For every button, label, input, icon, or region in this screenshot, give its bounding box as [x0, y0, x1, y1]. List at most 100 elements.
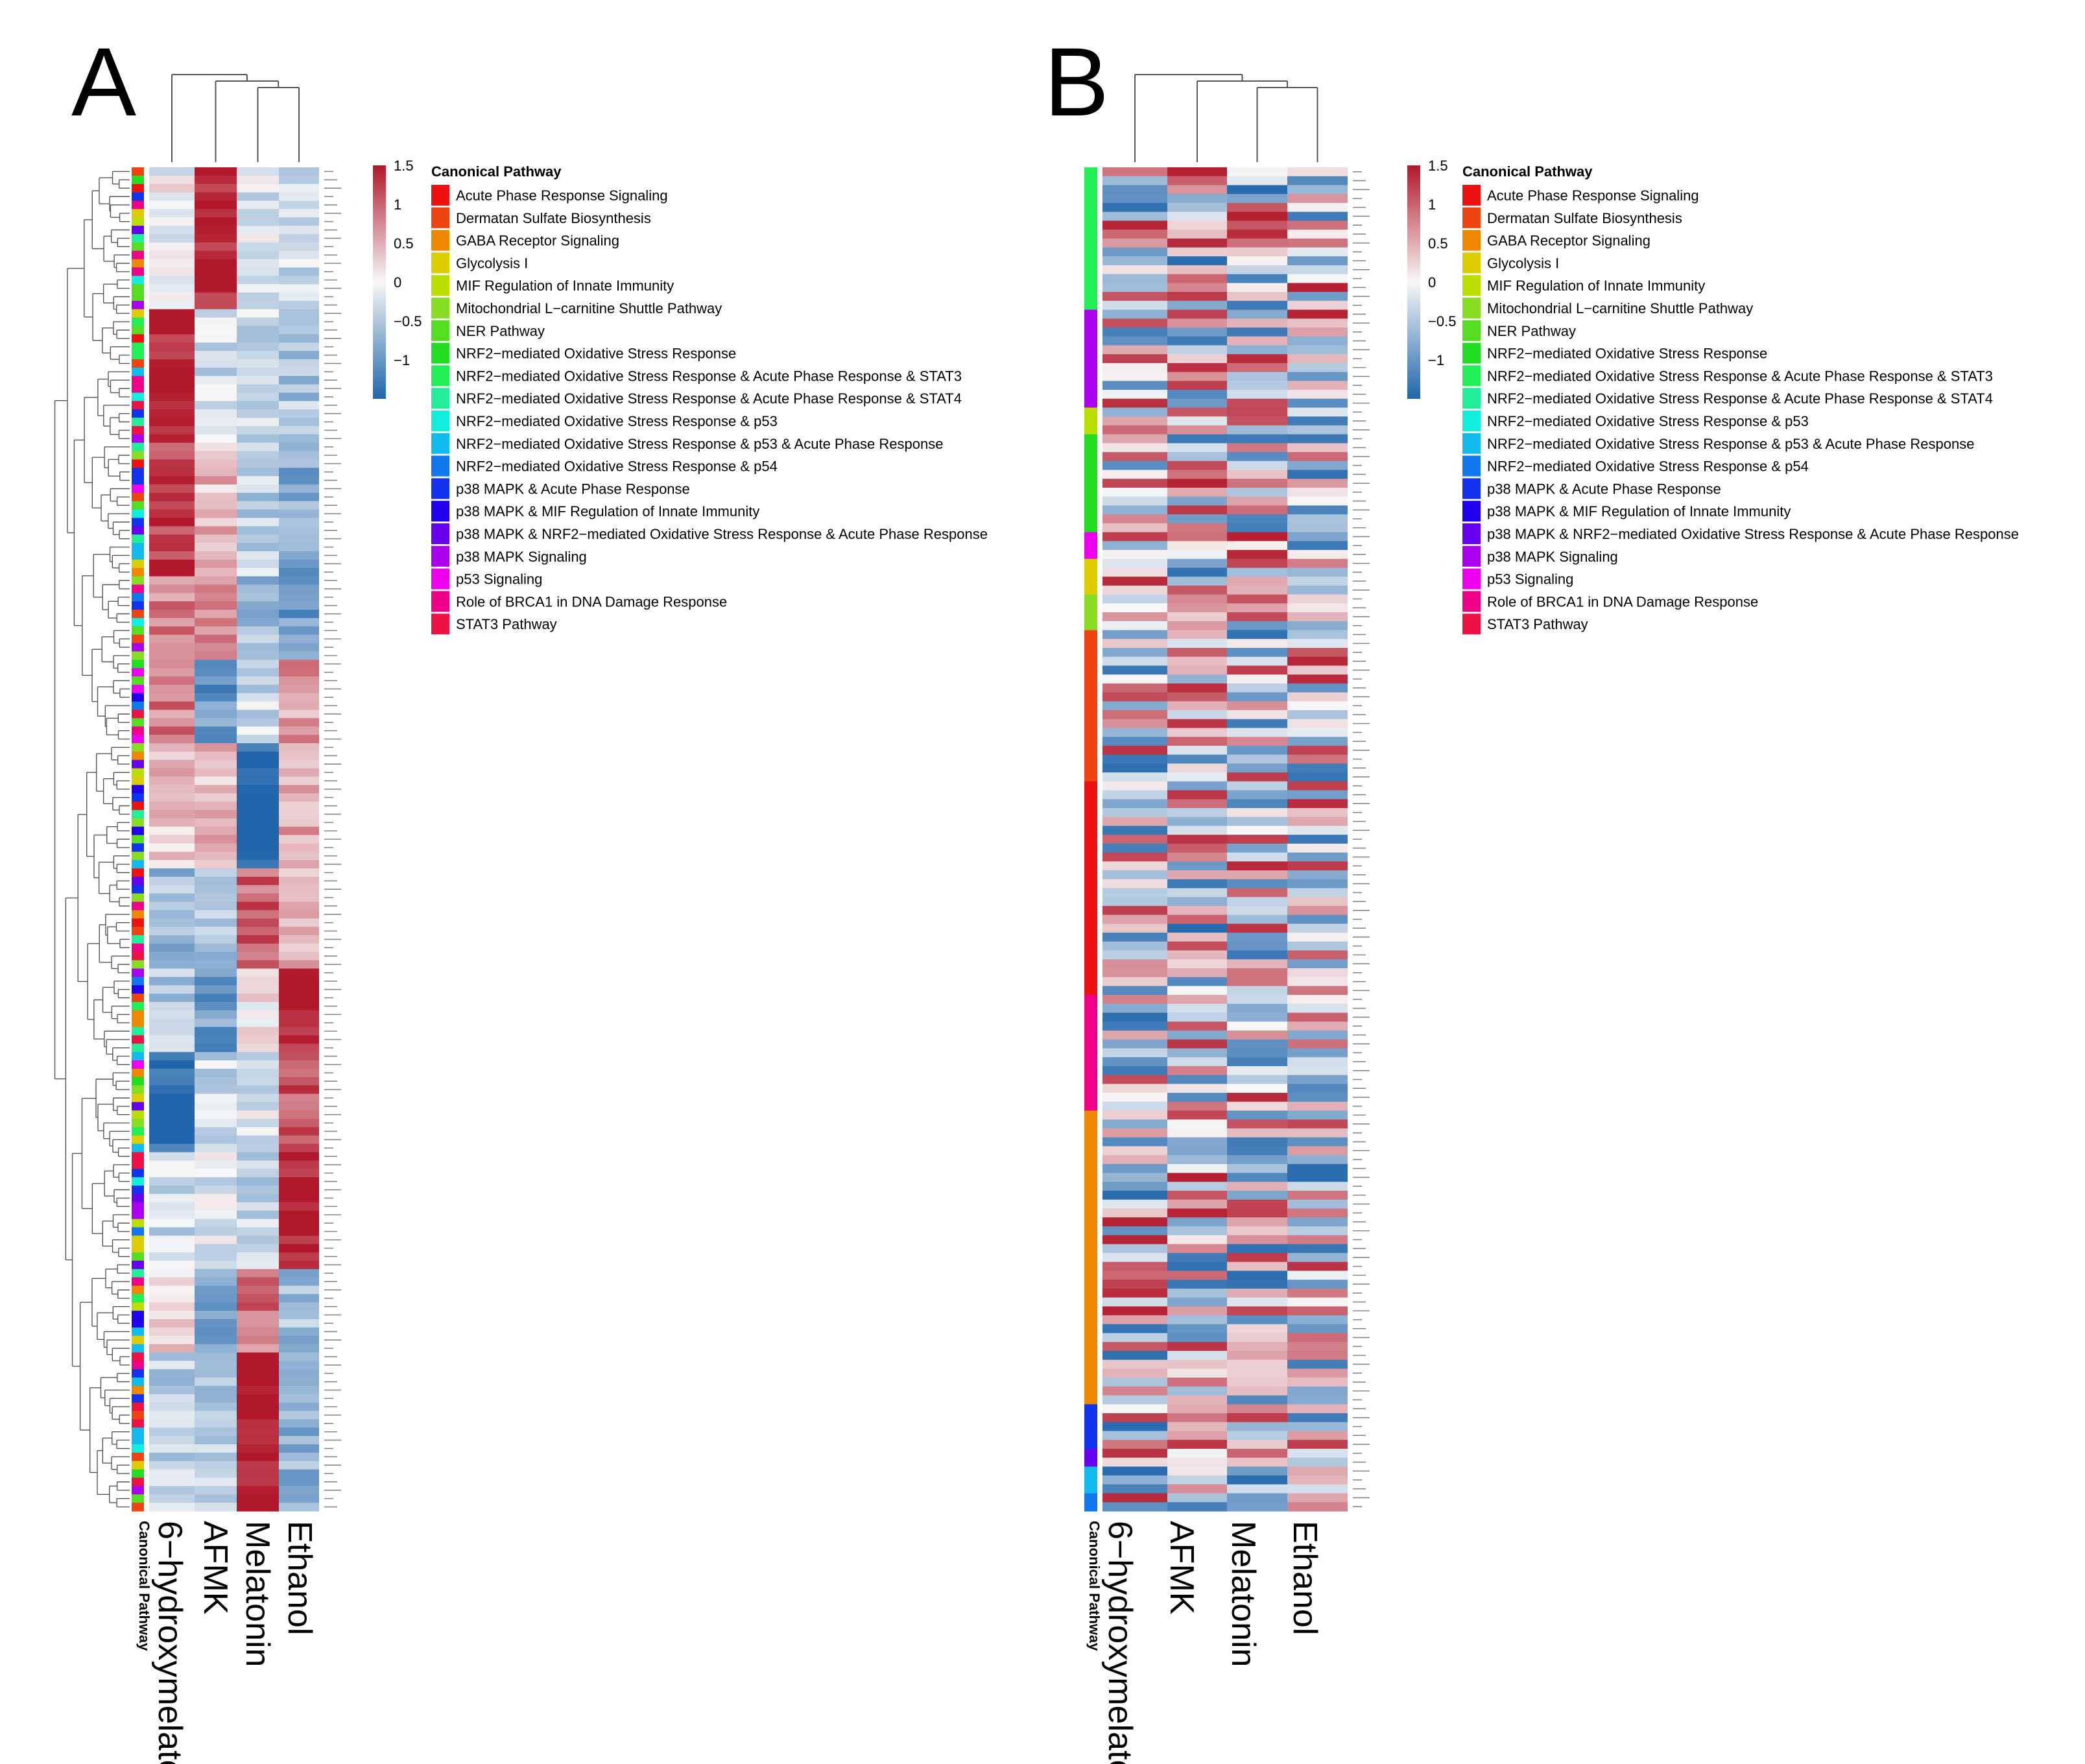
panel-b-cell	[1102, 318, 1167, 328]
panel-b-legend-item: NRF2−mediated Oxidative Stress Response …	[1487, 390, 1993, 407]
panel-a-cell	[279, 1127, 319, 1136]
panel-b-cell	[1102, 443, 1167, 453]
panel-a-cell	[237, 1252, 279, 1261]
panel-b-cell	[1287, 888, 1348, 898]
panel-a-cell	[237, 1143, 279, 1153]
panel-a-cell	[195, 1352, 237, 1361]
panel-b-cell	[1167, 888, 1227, 898]
panel-a-cell	[279, 584, 319, 593]
panel-b-cell	[1227, 550, 1287, 560]
panel-b-annotation-cell	[1084, 630, 1097, 639]
panel-b-cell	[1287, 772, 1348, 782]
panel-a-cell	[237, 476, 279, 485]
panel-a-cell	[195, 468, 237, 477]
panel-b-annotation-cell	[1084, 1208, 1097, 1218]
panel-a-cell	[149, 1319, 195, 1328]
panel-a-annotation-cell	[132, 1244, 144, 1253]
panel-a-cell	[195, 693, 237, 702]
panel-b-cell	[1102, 1199, 1167, 1210]
panel-b-cell	[1287, 1191, 1348, 1200]
panel-b-annotation-cell	[1084, 647, 1097, 658]
panel-a-cell	[195, 1444, 237, 1453]
panel-a-cell	[279, 501, 319, 510]
panel-b-cell	[1287, 665, 1348, 675]
panel-b-cell	[1102, 1003, 1167, 1014]
panel-b-cell	[1227, 665, 1287, 675]
panel-b-heatmap-cells	[1102, 167, 1348, 1512]
panel-a-cell	[195, 1119, 237, 1128]
panel-b-cell	[1227, 745, 1287, 756]
panel-a-cell	[279, 1402, 319, 1412]
panel-b-cell	[1167, 1297, 1227, 1307]
panel-b-cell	[1167, 354, 1227, 364]
panel-a-cell	[149, 793, 195, 802]
panel-b-cell	[1102, 1422, 1167, 1432]
panel-a-cell	[149, 1043, 195, 1053]
panel-a-cell	[149, 259, 195, 268]
panel-a-cell	[279, 885, 319, 894]
panel-b-cell	[1227, 772, 1287, 782]
panel-a-cell	[149, 818, 195, 828]
panel-b-cell	[1287, 1404, 1348, 1414]
panel-b-annotation-cell	[1084, 986, 1097, 995]
panel-b-annotation-cell	[1084, 656, 1097, 667]
panel-b-cell	[1102, 1031, 1167, 1040]
panel-b-cell	[1287, 1342, 1348, 1352]
panel-a-cell	[279, 375, 319, 385]
panel-b-cell	[1167, 1324, 1227, 1334]
panel-a-cell	[237, 559, 279, 569]
panel-a-cell	[195, 1160, 237, 1169]
panel-b-annotation-cell	[1084, 1093, 1097, 1102]
panel-b-cell	[1167, 665, 1227, 675]
panel-a-annotation-cell	[132, 1344, 144, 1353]
panel-b-cell	[1287, 790, 1348, 800]
panel-a-annotation-cell	[132, 209, 144, 218]
panel-a-cell	[237, 1119, 279, 1128]
panel-a-cell	[195, 684, 237, 694]
panel-b-cell	[1167, 1084, 1227, 1093]
panel-b-legend-item: p38 MAPK & Acute Phase Response	[1487, 481, 1721, 497]
panel-b-annotation-cell	[1084, 1448, 1097, 1459]
panel-a-cell	[149, 726, 195, 735]
panel-a-cell	[149, 1285, 195, 1294]
panel-a-cell	[195, 660, 237, 669]
panel-a-annotation-cell	[132, 459, 144, 468]
panel-b-cell	[1167, 843, 1227, 853]
panel-a-cell	[237, 250, 279, 260]
panel-a-cell	[149, 1077, 195, 1086]
panel-a-annotation-cell	[132, 1385, 144, 1395]
panel-a-cell	[237, 1486, 279, 1495]
panel-a-annotation-cell	[132, 676, 144, 685]
panel-b-cell	[1102, 612, 1167, 622]
panel-a-cell	[195, 885, 237, 894]
panel-b-cell	[1102, 1280, 1167, 1289]
panel-b-cell	[1227, 977, 1287, 987]
panel-a-cell	[237, 300, 279, 310]
panel-a-cell	[237, 901, 279, 911]
panel-b-cell	[1287, 1413, 1348, 1423]
panel-b-cell	[1167, 1280, 1227, 1289]
panel-b-cell	[1167, 683, 1227, 693]
panel-b-cell	[1167, 1244, 1227, 1254]
panel-b-annotation-cell	[1084, 407, 1097, 417]
panel-b-cell	[1102, 479, 1167, 488]
panel-b-annotation-cell	[1084, 1146, 1097, 1156]
panel-a-cell	[279, 1486, 319, 1495]
panel-a-cell	[279, 326, 319, 335]
panel-a-cell	[237, 451, 279, 460]
panel-b-cell	[1102, 1128, 1167, 1138]
panel-a-legend-item: Glycolysis I	[456, 255, 528, 271]
panel-b-annotation-cell	[1084, 283, 1097, 292]
panel-a-cell	[237, 1411, 279, 1420]
panel-b-cell	[1102, 202, 1167, 213]
panel-a-cell	[237, 601, 279, 610]
panel-a-cell	[279, 384, 319, 394]
panel-a-cell	[237, 651, 279, 660]
panel-b-cell	[1287, 1359, 1348, 1370]
panel-a-annotation-cell	[132, 267, 144, 276]
panel-a-cell	[279, 927, 319, 936]
panel-a-annotation-cell	[132, 1427, 144, 1436]
panel-a-cell	[149, 1335, 195, 1345]
panel-b-cell	[1227, 826, 1287, 835]
panel-b-cell	[1287, 852, 1348, 862]
